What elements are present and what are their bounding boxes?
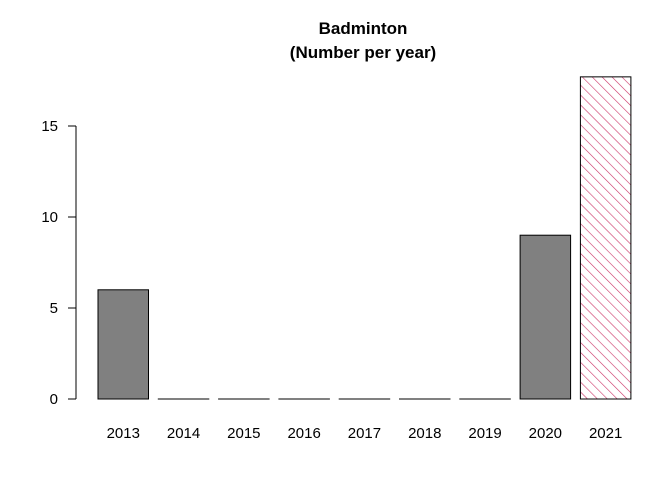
y-tick-label-15: 15 (41, 118, 58, 135)
x-tick-label-2021: 2021 (589, 425, 622, 442)
x-tick-label-2017: 2017 (348, 425, 381, 442)
x-tick-label-2014: 2014 (167, 425, 200, 442)
x-tick-label-2019: 2019 (468, 425, 501, 442)
x-tick-label-2015: 2015 (227, 425, 260, 442)
x-tick-label-2013: 2013 (107, 425, 140, 442)
bar-2013 (97, 289, 149, 400)
chart-title: Badminton (319, 19, 408, 38)
y-tick-label-0: 0 (50, 391, 58, 408)
x-axis-labels: 2013 2014 2015 2016 2017 2018 2019 2020 2021 (107, 425, 623, 442)
x-tick-label-2016: 2016 (287, 425, 320, 442)
x-tick-label-2018: 2018 (408, 425, 441, 442)
bar-2020 (519, 234, 572, 400)
y-tick-label-10: 10 (41, 209, 58, 226)
bars (97, 76, 632, 400)
bar-2021 (579, 76, 632, 400)
y-tick-label-5: 5 (50, 300, 58, 317)
x-tick-label-2020: 2020 (529, 425, 562, 442)
chart-subtitle: (Number per year) (290, 43, 436, 62)
y-axis: 0 5 10 15 (41, 118, 77, 408)
